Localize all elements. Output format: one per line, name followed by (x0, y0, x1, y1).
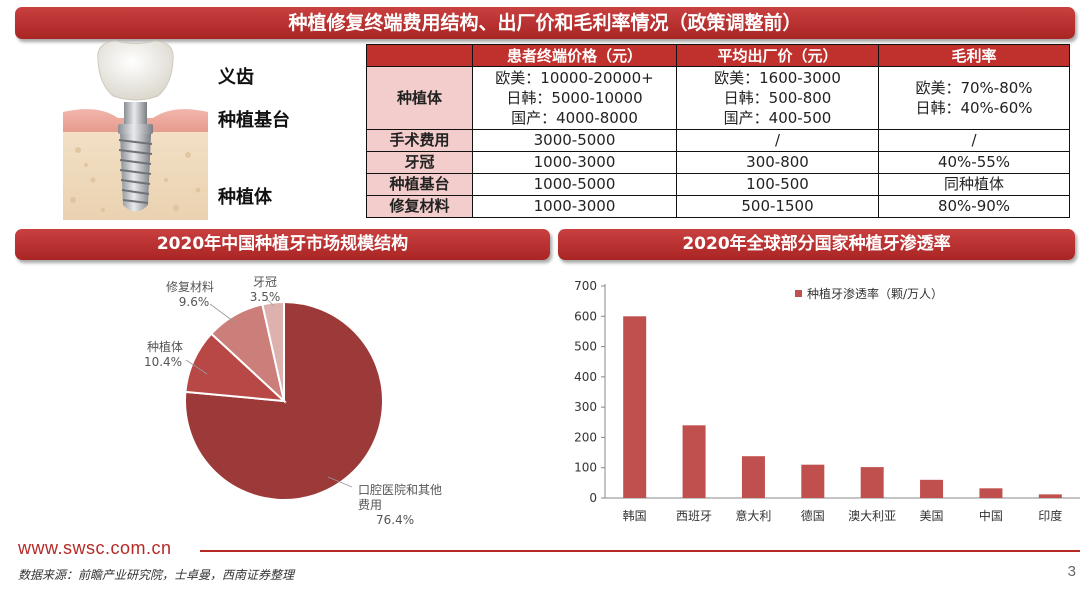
pie-slice-percent: 76.4% (376, 513, 414, 527)
row-label: 手术费用 (366, 129, 473, 152)
pie-slice-label: 修复材料 (166, 279, 214, 294)
bar (623, 316, 647, 498)
cell-line: 欧美：10000-20000+ (495, 69, 654, 87)
label-abutment: 种植基台 (218, 110, 290, 131)
y-tick-label: 600 (574, 309, 597, 323)
page-number: 3 (1067, 563, 1076, 580)
table-header-factory-price: 平均出厂价（元） (676, 44, 879, 67)
x-tick-label: 德国 (801, 508, 825, 523)
x-tick-label: 意大利 (735, 508, 771, 523)
terminal-cell: 3000-5000 (472, 129, 677, 152)
pie-slice-percent: 9.6% (179, 295, 210, 309)
pie-slice-label: 费用 (358, 498, 382, 512)
y-tick-label: 100 (574, 461, 597, 475)
table-header-gross-margin: 毛利率 (878, 44, 1070, 67)
pie-leader-line (327, 476, 353, 488)
fee-structure-table: 患者终端价格（元） 平均出厂价（元） 毛利率 种植体 欧美：10000-2000… (366, 44, 1070, 218)
margin-cell: / (878, 129, 1070, 152)
pie-slice-percent: 3.5% (250, 290, 281, 304)
legend-label: 种植牙渗透率（颗/万人） (807, 286, 943, 301)
footer-divider (200, 550, 1080, 552)
pie-leader-line (185, 359, 208, 375)
page-title-banner: 种植修复终端费用结构、出厂价和毛利率情况（政策调整前） (15, 7, 1075, 39)
table-header-terminal-price: 患者终端价格（元） (472, 44, 677, 67)
bar (860, 467, 884, 498)
penetration-bar-chart: 0 100 200 300 400 500 600 700 韩国 西班牙 意大利 德国 澳大利亚 美国 中国… (574, 279, 1080, 523)
legend-swatch (795, 290, 802, 297)
pie-slice-label: 牙冠 (253, 275, 277, 289)
bar (741, 456, 765, 498)
pie-chart-title: 2020年中国种植牙市场规模结构 (156, 234, 409, 254)
y-tick-label: 700 (574, 279, 597, 293)
label-crown: 义齿 (218, 67, 254, 88)
bar (979, 488, 1003, 498)
bar-chart-title: 2020年全球部分国家种植牙渗透率 (682, 234, 951, 254)
pie-leader-line (209, 303, 234, 322)
margin-cell: 40%-55% (878, 151, 1070, 174)
row-label-implant: 种植体 (366, 66, 473, 130)
cell-line: 日韩：40%-60% (915, 99, 1033, 117)
factory-cell: 300-800 (676, 151, 879, 174)
table-row: 手术费用 3000-5000 / / (366, 129, 1070, 152)
cell-line: 欧美：70%-80% (915, 79, 1033, 97)
pie-chart-banner: 2020年中国种植牙市场规模结构 (15, 229, 550, 260)
bar (682, 425, 706, 498)
cell-line: 国产：400-500 (723, 109, 832, 127)
implant-terminal-cell: 欧美：10000-20000+ 日韩：5000-10000 国产：4000-80… (472, 66, 677, 130)
pie-slice (261, 300, 285, 402)
bar (1038, 494, 1062, 498)
margin-cell: 80%-90% (878, 195, 1070, 218)
terminal-cell: 1000-3000 (472, 151, 677, 174)
bar-chart-banner: 2020年全球部分国家种植牙渗透率 (558, 229, 1075, 260)
table-row: 种植基台 1000-5000 100-500 同种植体 (366, 173, 1070, 196)
table-row: 修复材料 1000-3000 500-1500 80%-90% (366, 195, 1070, 218)
margin-cell: 同种植体 (878, 173, 1070, 196)
pie-slice-label: 口腔医院和其他 (358, 482, 442, 497)
y-tick-label: 500 (574, 340, 597, 354)
terminal-cell: 1000-5000 (472, 173, 677, 196)
pie-leader-line (267, 299, 275, 307)
factory-cell: / (676, 129, 879, 152)
x-tick-label: 中国 (979, 508, 1003, 523)
row-label: 种植基台 (366, 173, 473, 196)
dental-implant-illustration (63, 40, 208, 220)
y-tick-label: 200 (574, 430, 597, 444)
data-source-note: 数据来源：前瞻产业研究院，士卓曼，西南证券整理 (18, 568, 295, 582)
row-label: 修复材料 (366, 195, 473, 218)
implant-factory-cell: 欧美：1600-3000 日韩：500-800 国产：400-500 (676, 66, 879, 130)
x-tick-label: 西班牙 (676, 509, 712, 523)
pie-slice-percent: 10.4% (144, 355, 182, 369)
x-tick-label: 韩国 (623, 508, 647, 523)
bar (801, 464, 825, 498)
cell-line: 国产：4000-8000 (511, 109, 638, 127)
page-title: 种植修复终端费用结构、出厂价和毛利率情况（政策调整前） (288, 12, 802, 34)
cell-line: 日韩：500-800 (723, 89, 832, 107)
cell-line: 日韩：5000-10000 (506, 89, 643, 107)
y-tick-label: 300 (574, 400, 597, 414)
x-tick-label: 美国 (920, 509, 944, 523)
pie-slice-label: 种植体 (147, 339, 183, 354)
table-header-blank (366, 44, 473, 67)
label-fixture: 种植体 (218, 187, 272, 208)
factory-cell: 500-1500 (676, 195, 879, 218)
terminal-cell: 1000-3000 (472, 195, 677, 218)
implant-margin-cell: 欧美：70%-80% 日韩：40%-60% (878, 66, 1070, 130)
y-tick-label: 400 (574, 370, 597, 384)
table-row: 牙冠 1000-3000 300-800 40%-55% (366, 151, 1070, 174)
y-tick-label: 0 (589, 491, 597, 505)
website-url[interactable]: www.swsc.com.cn (18, 538, 172, 558)
x-tick-label: 澳大利亚 (848, 509, 896, 523)
table-header-row: 患者终端价格（元） 平均出厂价（元） 毛利率 (366, 44, 1070, 67)
x-tick-label: 印度 (1038, 508, 1062, 523)
factory-cell: 100-500 (676, 173, 879, 196)
row-label: 牙冠 (366, 151, 473, 174)
bar (920, 479, 944, 498)
table-row: 种植体 欧美：10000-20000+ 日韩：5000-10000 国产：400… (366, 66, 1070, 130)
cell-line: 欧美：1600-3000 (714, 69, 841, 87)
